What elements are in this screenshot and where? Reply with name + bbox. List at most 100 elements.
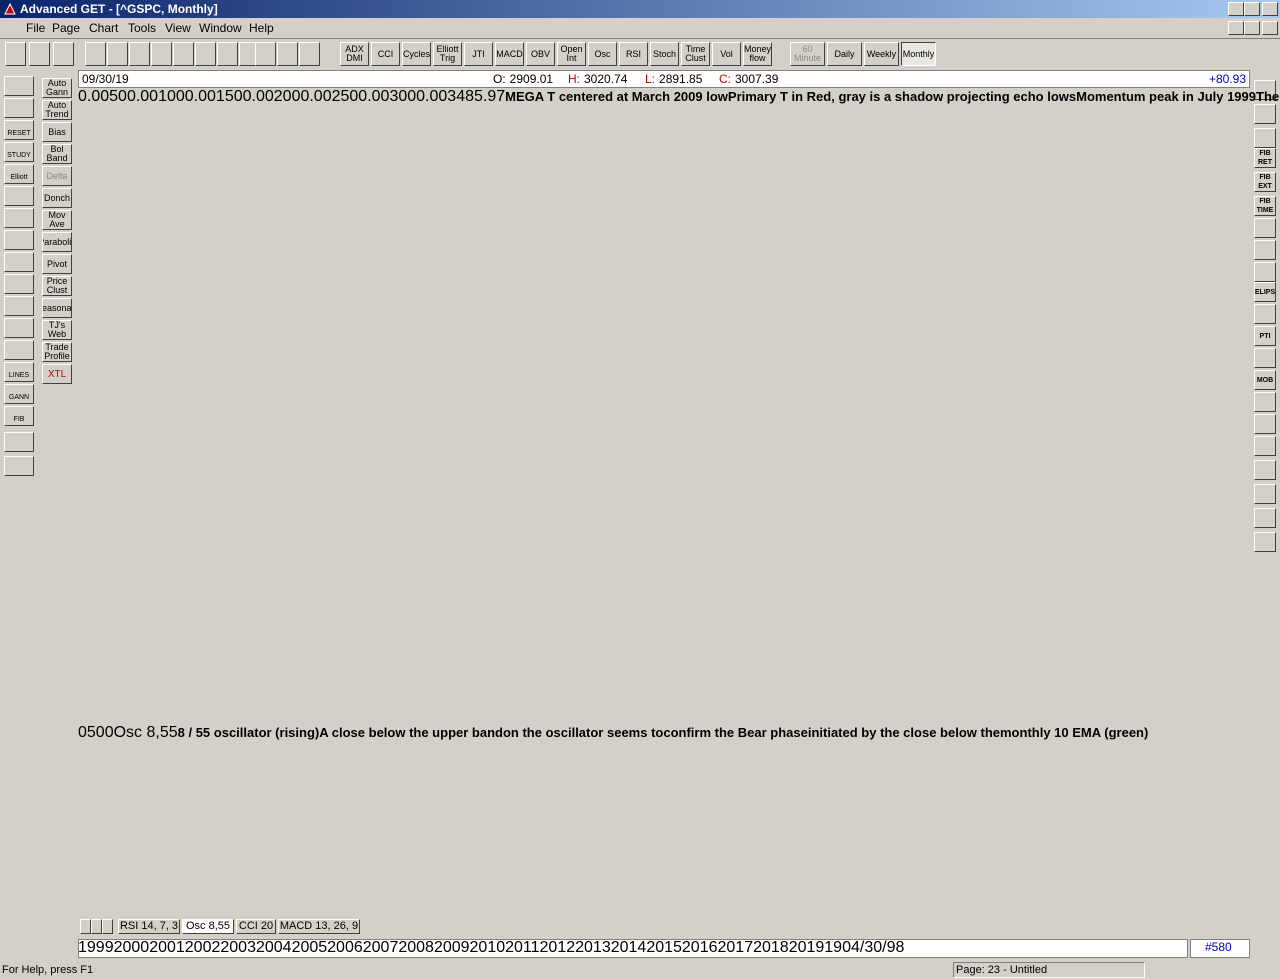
icon-button[interactable]	[1254, 348, 1276, 368]
icon-button[interactable]	[4, 296, 34, 316]
menu-item[interactable]: Window	[199, 21, 242, 35]
icon-button[interactable]	[4, 274, 34, 294]
study-button[interactable]: Stoch	[650, 42, 679, 66]
icon-button[interactable]	[1254, 240, 1276, 260]
icon-button[interactable]: Elliott	[4, 164, 34, 184]
icon-button[interactable]	[4, 208, 34, 228]
icon-button[interactable]	[4, 76, 34, 96]
menu-item[interactable]: Chart	[89, 21, 119, 35]
timeframe-button[interactable]: Daily	[827, 42, 862, 66]
timeframe-button[interactable]: Weekly	[864, 42, 899, 66]
timeframe-button[interactable]: Monthly	[901, 42, 936, 66]
toolbar-icon[interactable]	[29, 42, 50, 66]
study-button[interactable]: Osc	[588, 42, 617, 66]
tab-scroll[interactable]	[91, 919, 102, 934]
study-button[interactable]: ADX DMI	[340, 42, 369, 66]
study-button[interactable]: JTI	[464, 42, 493, 66]
icon-button[interactable]	[4, 186, 34, 206]
chart-tab[interactable]: MACD 13, 26, 9	[278, 919, 360, 934]
icon-button[interactable]	[1254, 104, 1276, 124]
study-button[interactable]: Open Int	[557, 42, 586, 66]
icon-button[interactable]	[1254, 262, 1276, 282]
chart-tab[interactable]: Osc 8,55	[182, 919, 234, 934]
chart-tab[interactable]: RSI 14, 7, 3	[118, 919, 180, 934]
mdi-control[interactable]	[1244, 21, 1260, 35]
icon-button[interactable]	[1254, 218, 1276, 238]
toolbar-icon[interactable]	[217, 42, 238, 66]
icon-button[interactable]: FIB EXT	[1254, 172, 1276, 192]
tool-button[interactable]: Mov Ave	[42, 210, 72, 230]
toolbar-icon[interactable]	[299, 42, 320, 66]
tool-button[interactable]: Pivot	[42, 254, 72, 274]
icon-button[interactable]: PTI	[1254, 326, 1276, 346]
menu-item[interactable]: File	[26, 21, 46, 35]
study-button[interactable]: Vol	[712, 42, 741, 66]
menu-item[interactable]: Page	[52, 21, 81, 35]
study-button[interactable]: Cycles	[402, 42, 431, 66]
tool-button[interactable]: Delta	[42, 166, 72, 186]
menu-item[interactable]: Tools	[128, 21, 157, 35]
study-button[interactable]: Time Clust	[681, 42, 710, 66]
icon-button[interactable]	[1254, 304, 1276, 324]
toolbar-icon[interactable]	[277, 42, 298, 66]
toolbar-icon[interactable]	[5, 42, 26, 66]
icon-button[interactable]: GANN	[4, 384, 34, 404]
chart-tab[interactable]: CCI 20	[236, 919, 276, 934]
icon-button[interactable]: STUDY	[4, 142, 34, 162]
icon-button[interactable]	[1254, 532, 1276, 552]
tool-button[interactable]: Parabolic	[42, 232, 72, 252]
tool-button[interactable]: Seasonals	[42, 298, 72, 318]
study-button[interactable]: Money flow	[743, 42, 772, 66]
tool-button[interactable]: Bias	[42, 122, 72, 142]
icon-button[interactable]	[4, 456, 34, 476]
window-control[interactable]	[1228, 2, 1244, 16]
icon-button[interactable]	[1254, 508, 1276, 528]
timeframe-button[interactable]: 60 Minute	[790, 42, 825, 66]
toolbar-icon[interactable]	[195, 42, 216, 66]
icon-button[interactable]	[1254, 392, 1276, 412]
icon-button[interactable]	[4, 432, 34, 452]
tab-scroll[interactable]	[102, 919, 113, 934]
toolbar-icon[interactable]	[151, 42, 172, 66]
menu-item[interactable]: Help	[249, 21, 274, 35]
icon-button[interactable]	[4, 98, 34, 118]
tool-button[interactable]: Donch	[42, 188, 72, 208]
tab-scroll[interactable]	[80, 919, 91, 934]
tool-button[interactable]: Price Clust	[42, 276, 72, 296]
icon-button[interactable]	[1254, 436, 1276, 456]
toolbar-icon[interactable]	[53, 42, 74, 66]
window-control[interactable]	[1244, 2, 1260, 16]
icon-button[interactable]	[1254, 414, 1276, 434]
icon-button[interactable]: FIB	[4, 406, 34, 426]
study-button[interactable]: OBV	[526, 42, 555, 66]
toolbar-icon[interactable]	[255, 42, 276, 66]
icon-button[interactable]	[4, 252, 34, 272]
toolbar-icon[interactable]	[173, 42, 194, 66]
icon-button[interactable]	[1254, 128, 1276, 148]
toolbar-icon[interactable]	[129, 42, 150, 66]
window-control[interactable]	[1262, 2, 1278, 16]
icon-button[interactable]	[4, 340, 34, 360]
study-button[interactable]: RSI	[619, 42, 648, 66]
study-button[interactable]: CCI	[371, 42, 400, 66]
study-button[interactable]: Elliott Trig	[433, 42, 462, 66]
tool-button[interactable]: Auto Gann	[42, 78, 72, 98]
mdi-control[interactable]	[1228, 21, 1244, 35]
tool-button[interactable]: TJ's Web	[42, 320, 72, 340]
icon-button[interactable]: ELIPS	[1254, 282, 1276, 302]
toolbar-icon[interactable]	[107, 42, 128, 66]
icon-button[interactable]	[4, 318, 34, 338]
icon-button[interactable]	[1254, 484, 1276, 504]
tool-button[interactable]: Auto Trend	[42, 100, 72, 120]
icon-button[interactable]: FIB RET	[1254, 148, 1276, 168]
icon-button[interactable]	[1254, 460, 1276, 480]
tool-button[interactable]: XTL	[42, 364, 72, 384]
icon-button[interactable]: MOB	[1254, 370, 1276, 390]
tool-button[interactable]: Trade Profile	[42, 342, 72, 362]
icon-button[interactable]: FIB TIME	[1254, 196, 1276, 216]
icon-button[interactable]	[1254, 80, 1276, 100]
toolbar-icon[interactable]	[85, 42, 106, 66]
icon-button[interactable]: LINES	[4, 362, 34, 382]
icon-button[interactable]	[4, 230, 34, 250]
icon-button[interactable]: RESET	[4, 120, 34, 140]
